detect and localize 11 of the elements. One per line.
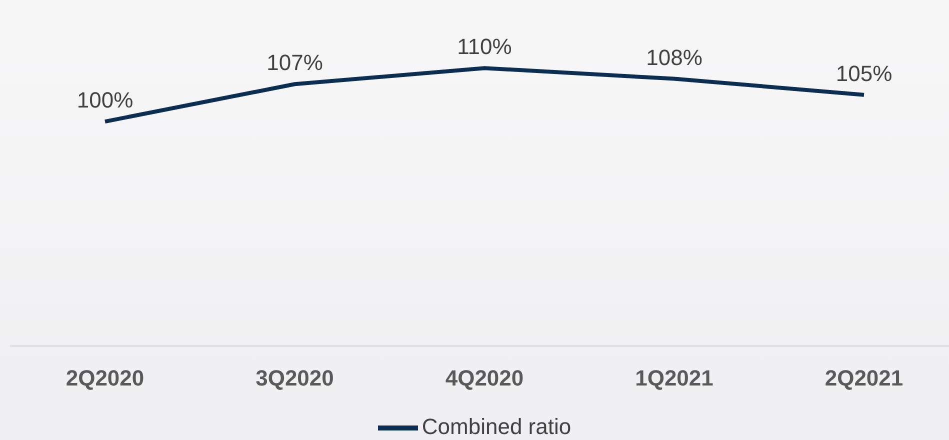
- x-tick-label: 3Q2020: [256, 366, 334, 391]
- legend-label: Combined ratio: [422, 414, 572, 439]
- x-tick-label: 2Q2020: [66, 366, 144, 391]
- data-label: 100%: [76, 88, 134, 113]
- x-tick-label: 1Q2021: [635, 366, 714, 391]
- data-label: 110%: [457, 34, 512, 60]
- data-label: 107%: [266, 50, 323, 76]
- data-label: 105%: [836, 60, 892, 86]
- x-tick-label: 2Q2021: [824, 366, 904, 391]
- x-tick-label: 4Q2020: [445, 366, 524, 391]
- data-label: 108%: [646, 44, 702, 70]
